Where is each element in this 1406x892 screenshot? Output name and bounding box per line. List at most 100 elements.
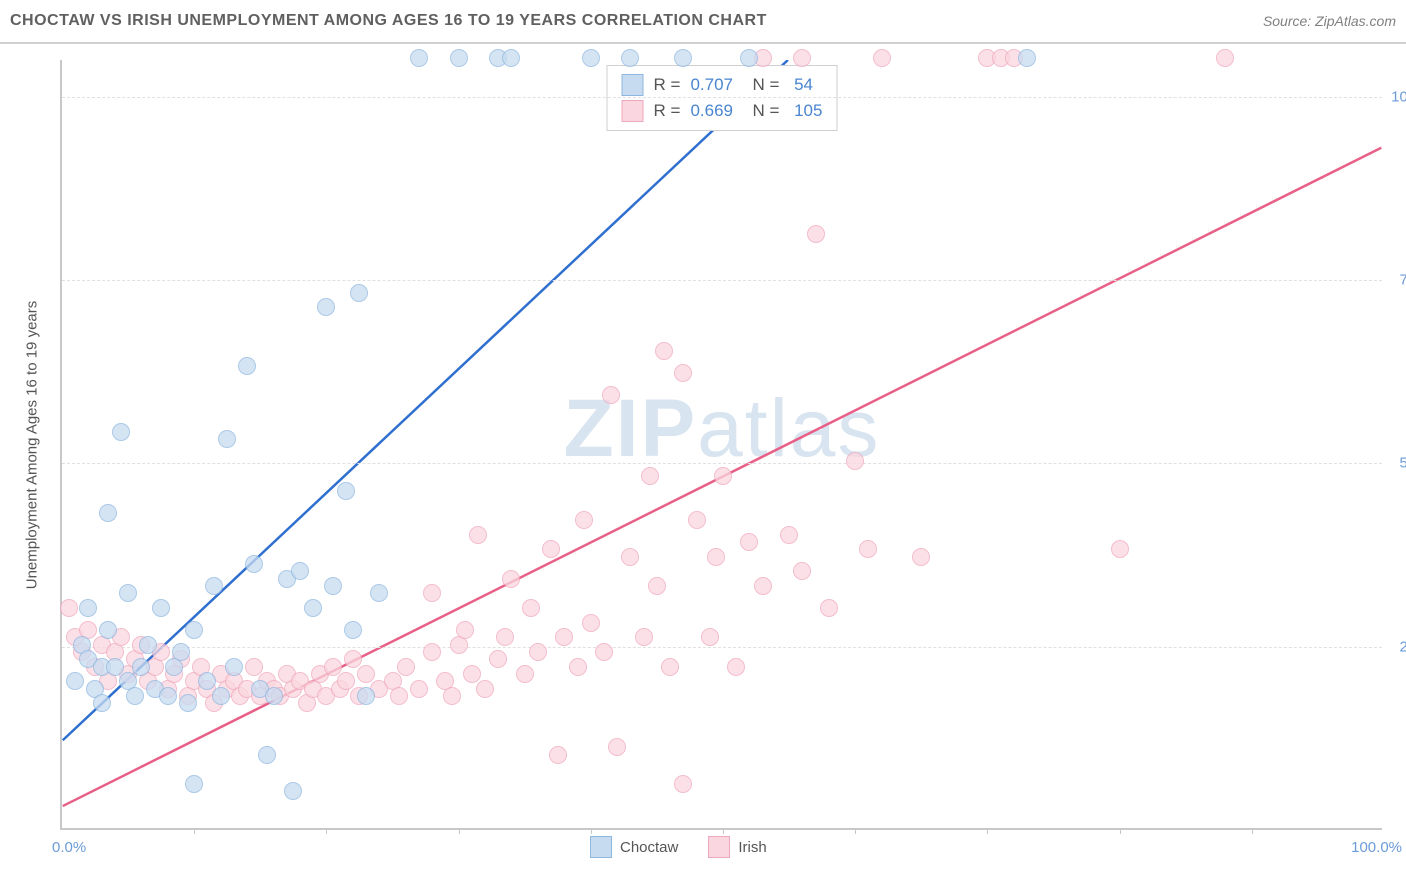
data-point [674, 775, 692, 793]
series-legend: Choctaw Irish [590, 836, 767, 858]
x-axis-tick-label-min: 0.0% [52, 839, 86, 856]
data-point [740, 533, 758, 551]
data-point [132, 658, 150, 676]
data-point [337, 672, 355, 690]
data-point [344, 621, 362, 639]
legend-label: Choctaw [620, 839, 678, 856]
data-point [846, 452, 864, 470]
data-point [245, 555, 263, 573]
data-point [1111, 540, 1129, 558]
legend-swatch [708, 836, 730, 858]
data-point [873, 49, 891, 67]
stat-label: N = [743, 101, 779, 121]
data-point [410, 680, 428, 698]
data-point [602, 386, 620, 404]
data-point [66, 672, 84, 690]
legend-swatch [622, 100, 644, 122]
data-point [555, 628, 573, 646]
data-point [727, 658, 745, 676]
data-point [410, 49, 428, 67]
data-point [357, 687, 375, 705]
data-point [674, 364, 692, 382]
data-point [502, 570, 520, 588]
data-point [688, 511, 706, 529]
data-point [106, 658, 124, 676]
data-point [542, 540, 560, 558]
data-point [423, 643, 441, 661]
data-point [159, 687, 177, 705]
data-point [549, 746, 567, 764]
data-point [139, 636, 157, 654]
data-point [575, 511, 593, 529]
data-point [529, 643, 547, 661]
data-point [621, 548, 639, 566]
data-point [179, 694, 197, 712]
gridline-h [62, 647, 1382, 648]
data-point [1018, 49, 1036, 67]
x-axis-tick-mark [1252, 828, 1253, 834]
chart-title: CHOCTAW VS IRISH UNEMPLOYMENT AMONG AGES… [10, 12, 767, 30]
data-point [456, 621, 474, 639]
data-point [655, 342, 673, 360]
data-point [99, 621, 117, 639]
data-point [582, 49, 600, 67]
data-point [60, 599, 78, 617]
chart-area: Unemployment Among Ages 16 to 19 years Z… [42, 60, 1382, 830]
data-point [291, 562, 309, 580]
data-point [350, 284, 368, 302]
data-point [807, 225, 825, 243]
data-point [205, 577, 223, 595]
data-point [661, 658, 679, 676]
legend-item: Choctaw [590, 836, 678, 858]
data-point [225, 658, 243, 676]
data-point [245, 658, 263, 676]
x-axis-tick-mark [1120, 828, 1121, 834]
stat-n-value: 105 [789, 101, 822, 121]
data-point [641, 467, 659, 485]
legend-label: Irish [738, 839, 766, 856]
x-axis-tick-label-max: 100.0% [1351, 839, 1402, 856]
legend-swatch [590, 836, 612, 858]
data-point [569, 658, 587, 676]
data-point [450, 49, 468, 67]
data-point [324, 658, 342, 676]
chart-header: CHOCTAW VS IRISH UNEMPLOYMENT AMONG AGES… [0, 0, 1406, 44]
data-point [621, 49, 639, 67]
data-point [185, 775, 203, 793]
data-point [522, 599, 540, 617]
data-point [502, 49, 520, 67]
data-point [172, 643, 190, 661]
data-point [258, 746, 276, 764]
gridline-h [62, 463, 1382, 464]
x-axis-tick-mark [326, 828, 327, 834]
x-axis-tick-mark [855, 828, 856, 834]
y-axis-tick-label: 50.0% [1387, 455, 1406, 472]
stat-label: R = [654, 75, 681, 95]
y-axis-tick-label: 75.0% [1387, 272, 1406, 289]
data-point [820, 599, 838, 617]
data-point [476, 680, 494, 698]
stat-n-value: 54 [789, 75, 813, 95]
data-point [152, 599, 170, 617]
stats-row: R = 0.669 N = 105 [622, 98, 823, 124]
x-axis-tick-mark [723, 828, 724, 834]
data-point [265, 687, 283, 705]
data-point [99, 504, 117, 522]
data-point [79, 599, 97, 617]
data-point [793, 562, 811, 580]
gridline-h [62, 97, 1382, 98]
data-point [740, 49, 758, 67]
data-point [635, 628, 653, 646]
data-point [595, 643, 613, 661]
data-point [212, 687, 230, 705]
data-point [1216, 49, 1234, 67]
data-point [463, 665, 481, 683]
legend-swatch [622, 74, 644, 96]
x-axis-tick-mark [194, 828, 195, 834]
data-point [324, 577, 342, 595]
stat-r-value: 0.669 [690, 101, 733, 121]
data-point [754, 577, 772, 595]
data-point [185, 621, 203, 639]
data-point [390, 687, 408, 705]
data-point [370, 584, 388, 602]
